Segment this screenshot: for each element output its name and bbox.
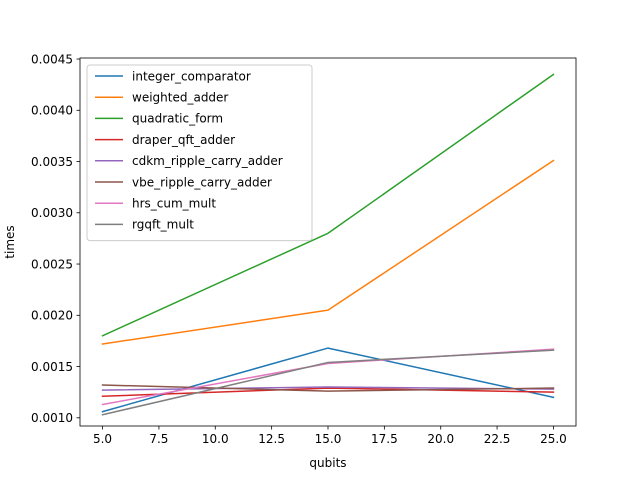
series-layer — [101, 73, 555, 416]
y-tick-label-3: 0.0025 — [31, 257, 73, 271]
legend-label-6: hrs_cum_mult — [132, 197, 216, 211]
x-tick-label-4: 15.0 — [315, 432, 342, 446]
series-line-7 — [101, 349, 555, 416]
legend-label-1: weighted_adder — [132, 91, 228, 105]
x-axis-title: qubits — [309, 456, 346, 470]
x-tick-label-5: 17.5 — [371, 432, 398, 446]
legend-label-0: integer_comparator — [132, 69, 251, 83]
series-line-5 — [101, 384, 555, 392]
legend: integer_comparator weighted_adder quadrati… — [86, 64, 313, 242]
y-tick-label-0: 0.0010 — [31, 411, 73, 425]
legend-label-3: draper_qft_adder — [132, 133, 235, 147]
y-tick-label-6: 0.0040 — [31, 104, 73, 118]
x-tick-label-2: 10.0 — [202, 432, 229, 446]
legend-label-4: cdkm_ripple_carry_adder — [132, 154, 283, 168]
y-tick-label-2: 0.0020 — [31, 309, 73, 323]
y-axis-title: times — [3, 225, 17, 258]
y-tick-label-4: 0.0030 — [31, 206, 73, 220]
x-tick-label-6: 20.0 — [427, 432, 454, 446]
series-line-3 — [101, 387, 555, 398]
y-tick-label-1: 0.0015 — [31, 360, 73, 374]
x-tick-label-8: 25.0 — [540, 432, 567, 446]
x-tick-label-1: 7.5 — [149, 432, 168, 446]
axes-layer: 5.0 7.5 10.0 12.5 15.0 17.5 20.0 22.5 25.0 0.0010… — [31, 52, 577, 446]
y-tick-label-5: 0.0035 — [31, 155, 73, 169]
x-tick-label-3: 12.5 — [258, 432, 285, 446]
x-tick-label-7: 22.5 — [484, 432, 511, 446]
legend-label-7: rgqft_mult — [132, 218, 194, 232]
x-tick-label-0: 5.0 — [93, 432, 112, 446]
y-tick-label-7: 0.0045 — [31, 52, 73, 66]
series-line-2 — [101, 73, 555, 337]
series-line-1 — [101, 159, 555, 345]
legend-label-2: quadratic_form — [132, 112, 223, 126]
legend-box — [86, 64, 313, 242]
legend-label-5: vbe_ripple_carry_adder — [132, 175, 272, 189]
